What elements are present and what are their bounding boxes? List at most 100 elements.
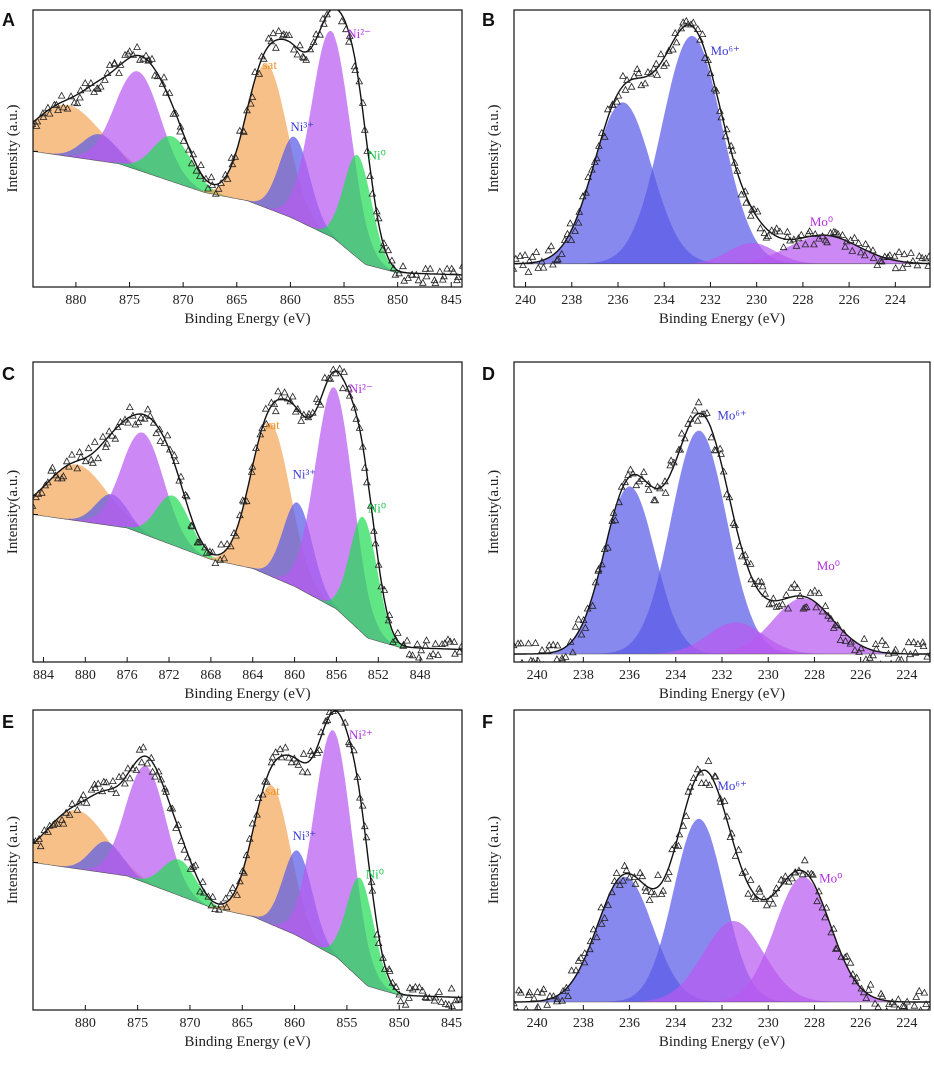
data-point: [857, 644, 865, 652]
data-point: [813, 897, 821, 905]
data-point: [851, 977, 860, 985]
data-point: [514, 999, 518, 1007]
data-point: [280, 388, 289, 396]
data-point: [919, 641, 928, 649]
data-point: [717, 113, 726, 121]
data-point: [775, 601, 784, 609]
data-point: [841, 242, 850, 250]
data-point: [738, 552, 746, 560]
data-point: [626, 465, 635, 473]
data-point: [779, 243, 788, 251]
data-point: [350, 62, 359, 70]
data-point: [308, 408, 317, 416]
data-point: [667, 456, 675, 464]
data-point: [822, 903, 831, 911]
data-point: [44, 478, 52, 486]
data-point: [833, 621, 842, 629]
data-point: [566, 219, 575, 227]
data-point: [350, 403, 359, 411]
data-point: [422, 272, 431, 280]
x-tick-label: 868: [200, 668, 221, 683]
x-tick-label: 238: [573, 1016, 594, 1031]
x-tick-label: 232: [712, 668, 733, 683]
data-point: [399, 262, 407, 270]
data-point: [368, 189, 377, 197]
data-point: [558, 996, 567, 1004]
data-point: [753, 207, 762, 215]
data-point: [180, 845, 189, 853]
data-point: [57, 91, 66, 99]
data-point: [600, 132, 609, 140]
data-point: [345, 384, 353, 392]
fit-envelope: [33, 370, 462, 651]
data-point: [345, 31, 354, 39]
data-point: [717, 449, 725, 457]
data-point: [591, 578, 600, 586]
data-point: [350, 746, 358, 754]
data-point: [682, 811, 691, 819]
data-point: [589, 925, 598, 933]
data-point: [372, 207, 381, 215]
data-point: [290, 45, 298, 53]
data-point: [156, 436, 165, 444]
x-tick-label: 848: [410, 668, 431, 683]
data-point: [208, 892, 217, 900]
peak-e-0: [33, 810, 462, 998]
data-point: [360, 463, 369, 471]
data-point: [639, 467, 648, 475]
x-tick-label: 852: [368, 668, 389, 683]
data-point: [59, 819, 68, 827]
data-point: [204, 892, 213, 900]
data-point: [758, 582, 767, 590]
data-point: [341, 718, 349, 726]
data-point: [635, 477, 644, 485]
data-point: [549, 260, 557, 268]
x-tick-label: 865: [232, 1016, 253, 1031]
x-tick-label: 864: [242, 668, 263, 683]
x-tick-label: 234: [665, 668, 686, 683]
data-point: [869, 651, 877, 659]
data-point: [36, 842, 45, 850]
data-point: [597, 919, 606, 927]
data-point: [656, 484, 664, 492]
data-point: [693, 24, 702, 32]
data-point: [712, 86, 721, 94]
data-point: [846, 639, 855, 647]
data-point: [135, 745, 144, 753]
data-point: [264, 34, 273, 42]
data-point: [425, 993, 434, 1001]
peak-c-2: [33, 432, 462, 650]
x-tick-label: 236: [608, 293, 629, 308]
data-point: [131, 420, 140, 428]
data-point: [73, 99, 82, 107]
data-point: [276, 393, 285, 401]
data-point: [791, 868, 800, 876]
data-point: [79, 790, 88, 798]
x-tick-label: 845: [441, 1016, 462, 1031]
data-point: [750, 204, 758, 212]
data-point: [788, 874, 796, 882]
data-point: [812, 603, 821, 611]
data-point: [633, 64, 642, 72]
x-tick-label: 845: [441, 293, 462, 308]
x-tick-label: 860: [284, 668, 305, 683]
data-point: [170, 451, 179, 459]
data-point: [689, 773, 698, 781]
data-point: [731, 520, 739, 528]
data-point: [653, 70, 662, 78]
data-point: [94, 84, 102, 92]
data-point: [642, 886, 650, 894]
data-point: [588, 165, 596, 173]
data-point: [568, 648, 577, 656]
data-point: [306, 45, 315, 53]
data-point: [115, 772, 123, 780]
data-point: [84, 444, 93, 452]
data-point: [810, 586, 819, 594]
plot-frame: [32, 9, 463, 288]
data-point: [188, 522, 196, 530]
data-point: [872, 644, 881, 652]
data-point: [517, 988, 525, 996]
data-point: [317, 728, 325, 736]
peak-label: Ni⁰: [366, 866, 384, 881]
data-point: [440, 272, 448, 280]
